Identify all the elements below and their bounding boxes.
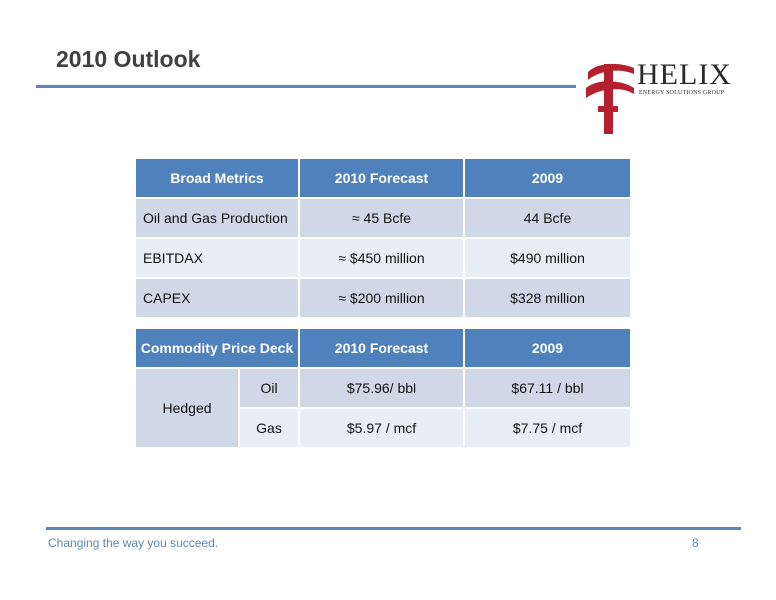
table-cell: $7.75 / mcf (465, 409, 630, 449)
table-cell: EBITDAX (136, 239, 300, 279)
page-number: 8 (692, 536, 699, 550)
table-cell: ≈ $200 million (300, 279, 465, 319)
table-cell: $75.96/ bbl (300, 369, 465, 409)
footer-rule (46, 527, 741, 530)
column-header: 2010 Forecast (300, 329, 465, 369)
table-row: Hedged Oil $75.96/ bbl $67.11 / bbl (136, 369, 630, 449)
column-header: Commodity Price Deck (136, 329, 300, 369)
table-cell: Oil (240, 369, 300, 409)
title-rule (36, 85, 576, 88)
footer-tagline: Changing the way you succeed. (48, 536, 219, 550)
helix-logo-icon (586, 63, 634, 134)
table-cell: $5.97 / mcf (300, 409, 465, 449)
column-header: 2009 (465, 329, 630, 369)
logo-wordmark: HELIX (637, 58, 732, 91)
column-header: 2010 Forecast (300, 159, 465, 199)
logo-subtitle: ENERGY SOLUTIONS GROUP (639, 90, 725, 96)
table-row: Oil and Gas Production ≈ 45 Bcfe 44 Bcfe (136, 199, 630, 239)
table-cell: $67.11 / bbl (465, 369, 630, 409)
table-cell: $328 million (465, 279, 630, 319)
table-cell: Oil and Gas Production (136, 199, 300, 239)
column-header: Broad Metrics (136, 159, 300, 199)
table-cell: 44 Bcfe (465, 199, 630, 239)
helix-logo: HELIX ENERGY SOLUTIONS GROUP (584, 58, 734, 138)
table-row: CAPEX ≈ $200 million $328 million (136, 279, 630, 319)
table-cell: ≈ 45 Bcfe (300, 199, 465, 239)
table-cell: $490 million (465, 239, 630, 279)
table-cell: CAPEX (136, 279, 300, 319)
table-row: Gas $5.97 / mcf $7.75 / mcf (136, 409, 630, 449)
table-header-row: Commodity Price Deck 2010 Forecast 2009 (136, 329, 630, 369)
commodity-price-table: Commodity Price Deck 2010 Forecast 2009 … (136, 329, 630, 449)
table-header-row: Broad Metrics 2010 Forecast 2009 (136, 159, 630, 199)
broad-metrics-table: Broad Metrics 2010 Forecast 2009 Oil and… (136, 159, 630, 319)
table-cell: Gas (240, 409, 300, 449)
slide-title: 2010 Outlook (56, 46, 201, 72)
table-cell: ≈ $450 million (300, 239, 465, 279)
group-label-cell: Hedged (136, 369, 240, 449)
column-header: 2009 (465, 159, 630, 199)
table-row: EBITDAX ≈ $450 million $490 million (136, 239, 630, 279)
